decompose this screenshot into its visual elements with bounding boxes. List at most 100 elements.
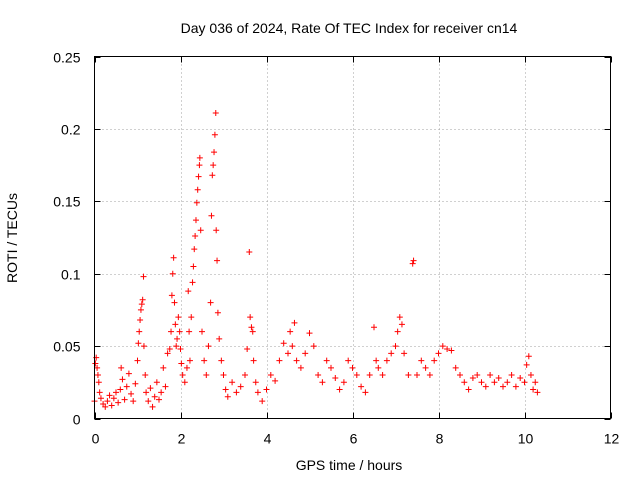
data-point [276,357,283,364]
data-point [139,296,146,303]
x-tick-label: 2 [178,431,186,447]
data-point [175,314,182,321]
data-point [194,186,201,193]
data-point [134,357,141,364]
y-tick-label: 0.1 [61,267,81,283]
data-point [199,328,205,335]
chart-title: Day 036 of 2024, Rate Of TEC Index for r… [181,20,518,36]
x-tick-label: 6 [350,431,358,447]
data-point [409,260,416,267]
data-point [439,343,446,350]
data-point [244,345,251,352]
data-point [396,314,403,321]
data-point [117,386,124,393]
data-point [173,343,180,350]
data-point [336,386,343,393]
x-tick-label: 10 [518,431,534,447]
data-point [392,343,399,350]
data-point [534,389,541,396]
y-tick-label: 0 [73,412,81,428]
data-point [478,379,485,386]
data-point [174,335,181,342]
data-point [504,379,511,386]
data-point [212,109,219,116]
data-point [474,372,481,379]
data-point [142,372,149,379]
axis-ticks [94,56,612,420]
data-point [193,199,200,206]
data-point [431,357,438,364]
data-point [195,173,202,180]
data-point [192,217,199,224]
data-point [297,364,304,371]
data-point [218,357,225,364]
grid [94,56,611,419]
data-point [448,347,455,354]
data-point [521,379,528,386]
data-point [211,131,218,138]
data-point [164,350,171,357]
data-point [145,398,152,405]
data-point [530,386,537,393]
data-point [191,246,198,253]
data-point [242,372,248,379]
data-point [285,350,291,357]
data-point [222,386,229,393]
data-point [383,357,390,364]
data-point [280,340,287,347]
data-point [172,321,179,328]
data-point [289,343,296,350]
data-point [517,374,524,381]
data-point [135,340,142,347]
data-point [196,162,203,169]
data-point [465,386,472,393]
data-point [254,389,261,396]
data-point [379,372,386,379]
data-point [405,372,412,379]
data-point [527,372,534,379]
data-point [272,377,279,384]
data-point [192,233,199,240]
data-point [125,370,132,377]
x-tick-label: 0 [92,431,100,447]
data-point [110,395,117,402]
data-point [452,364,459,371]
data-point [319,379,326,386]
data-point [138,301,145,308]
data-point [491,379,498,386]
data-point [500,383,506,390]
data-point [162,383,169,390]
data-point [213,227,220,234]
data-point [422,364,429,371]
data-point [113,389,119,396]
data-point [181,379,188,386]
data-point [323,357,330,364]
data-point [210,162,217,169]
data-point [394,328,401,335]
data-point [353,372,360,379]
y-tick-label: 0.2 [61,122,81,138]
data-point [166,345,173,352]
y-tick-labels: 0 0.05 0.1 0.15 0.2 0.25 [53,50,80,428]
data-point [310,343,317,350]
data-point [143,389,150,396]
data-point [121,396,128,403]
data-point [209,172,216,179]
data-point [349,364,356,371]
data-point [247,314,254,321]
data-points [91,109,541,410]
data-point [115,399,122,406]
data-point [371,324,377,331]
y-tick-label: 0.15 [53,194,80,210]
data-point [345,357,352,364]
x-axis-label: GPS time / hours [296,457,403,473]
x-tick-labels: 0 2 4 6 8 10 12 [92,431,620,447]
data-point [373,357,380,364]
data-point [418,357,425,364]
data-point [328,364,334,371]
data-point [398,321,405,328]
data-point [224,393,231,400]
data-point [315,372,322,379]
data-point [291,319,298,326]
y-tick-label: 0.25 [53,50,80,66]
